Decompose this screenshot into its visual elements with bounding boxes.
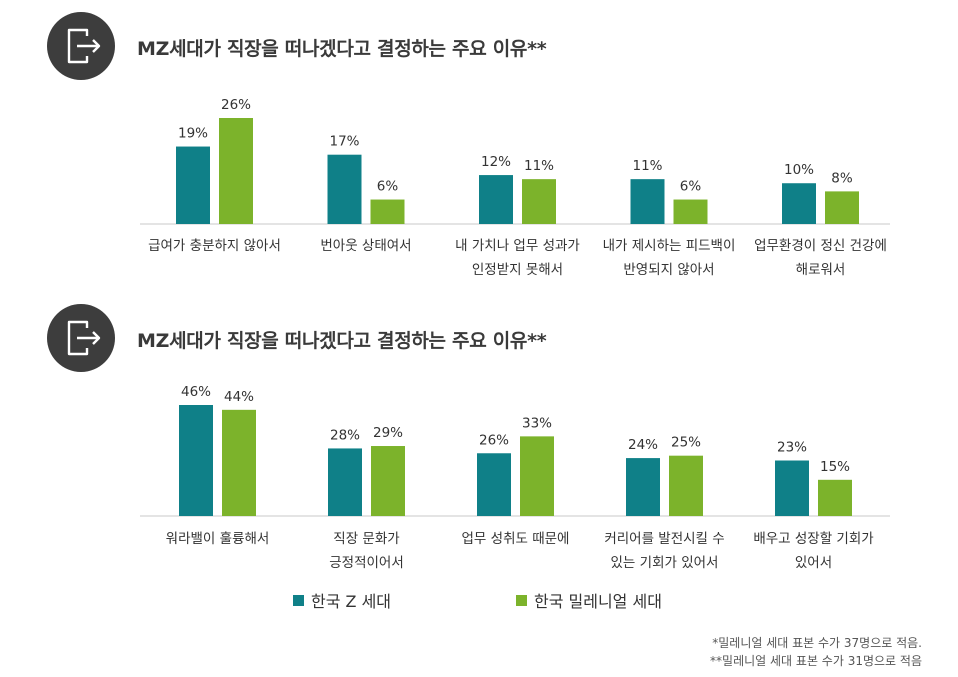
- footnote-1: *밀레니얼 세대 표본 수가 37명으로 적음.: [712, 636, 922, 650]
- data-label-millennial-0: 26%: [221, 97, 251, 113]
- data-label-z-3: 11%: [632, 158, 662, 174]
- legend-z-label: 한국 Z 세대: [311, 592, 392, 611]
- category-label-1-line2: 긍정적이어서: [329, 555, 404, 571]
- bar-millennial-3: [669, 455, 703, 516]
- category-label-0: 급여가 충분하지 않아서: [148, 238, 281, 254]
- legend-millennial: 한국 밀레니얼 세대: [516, 588, 662, 612]
- legend-millennial-swatch: [516, 594, 527, 606]
- footnote-2: **밀레니얼 세대 표본 수가 31명으로 적음: [710, 654, 922, 668]
- chart-1-bar-chart: 19% 26% 급여가 충분하지 않아서 17% 6% 번아웃 상태여서 12% 11% 내 가…: [140, 97, 890, 278]
- data-label-z-2: 26%: [479, 432, 509, 448]
- data-label-millennial-1: 29%: [373, 425, 403, 441]
- category-label-2: 업무 성취도 때문에: [462, 531, 570, 547]
- category-label-2: 내 가치나 업무 성과가: [455, 238, 580, 254]
- category-label-2-line2: 인정받지 못해서: [472, 262, 563, 278]
- legend-millennial-label: 한국 밀레니얼 세대: [534, 592, 662, 611]
- category-label-4-line2: 해로워서: [796, 262, 846, 278]
- category-label-1: 번아웃 상태여서: [320, 238, 411, 254]
- chart-2-title: MZ세대가 직장을 떠나겠다고 결정하는 주요 이유**: [137, 330, 547, 352]
- data-label-z-2: 12%: [481, 154, 511, 170]
- data-label-z-0: 19%: [178, 126, 208, 142]
- data-label-z-4: 23%: [777, 440, 807, 456]
- data-label-z-3: 24%: [628, 437, 658, 453]
- data-label-millennial-2: 11%: [524, 158, 554, 174]
- data-label-millennial-0: 44%: [224, 389, 254, 405]
- bar-z-2: [479, 175, 513, 224]
- chart-1-title: MZ세대가 직장을 떠나겠다고 결정하는 주요 이유**: [137, 38, 547, 60]
- bar-z-0: [179, 405, 213, 516]
- data-label-z-1: 17%: [329, 134, 359, 150]
- data-label-millennial-3: 6%: [680, 179, 702, 195]
- legend-z-swatch: [293, 594, 304, 606]
- bar-millennial-4: [818, 479, 852, 516]
- bar-millennial-2: [520, 436, 554, 516]
- data-label-z-1: 28%: [330, 427, 360, 443]
- data-label-z-4: 10%: [784, 162, 814, 178]
- exit-door-arrow-icon: [67, 320, 101, 356]
- bar-millennial-3: [673, 199, 708, 224]
- category-label-3-line2: 반영되지 않아서: [623, 262, 714, 278]
- data-label-millennial-3: 25%: [671, 435, 701, 451]
- data-label-z-0: 46%: [181, 384, 211, 400]
- data-label-millennial-4: 15%: [820, 459, 850, 475]
- category-label-1: 직장 문화가: [333, 531, 399, 547]
- bar-millennial-4: [825, 191, 859, 224]
- bar-z-2: [477, 453, 511, 516]
- bar-z-4: [782, 183, 816, 224]
- bar-millennial-2: [522, 179, 556, 224]
- bar-z-1: [328, 448, 362, 516]
- bar-millennial-1: [370, 199, 405, 224]
- category-label-3-line2: 있는 기회가 있어서: [611, 555, 719, 571]
- bar-z-0: [176, 146, 210, 224]
- data-label-millennial-1: 6%: [377, 179, 399, 195]
- bar-z-1: [327, 154, 362, 224]
- exit-icon-badge-1: [47, 12, 115, 80]
- bar-millennial-0: [222, 409, 256, 516]
- bar-z-4: [775, 460, 809, 516]
- bar-millennial-0: [219, 118, 253, 224]
- exit-door-arrow-icon: [67, 28, 101, 64]
- category-label-3: 커리어를 발전시킬 수: [604, 531, 724, 547]
- data-label-millennial-4: 8%: [831, 170, 853, 186]
- bar-z-3: [626, 458, 660, 516]
- bar-z-3: [630, 179, 665, 224]
- exit-icon-badge-2: [47, 304, 115, 372]
- category-label-0: 워라밸이 훌륭해서: [166, 531, 270, 547]
- bar-millennial-1: [371, 446, 405, 516]
- legend-z: 한국 Z 세대: [293, 588, 391, 612]
- data-label-millennial-2: 33%: [522, 415, 552, 431]
- category-label-3: 내가 제시하는 피드백이: [603, 238, 736, 254]
- category-label-4: 업무환경이 정신 건강에: [754, 238, 887, 254]
- category-label-4: 배우고 성장할 기회가: [753, 531, 873, 547]
- category-label-4-line2: 있어서: [795, 555, 832, 571]
